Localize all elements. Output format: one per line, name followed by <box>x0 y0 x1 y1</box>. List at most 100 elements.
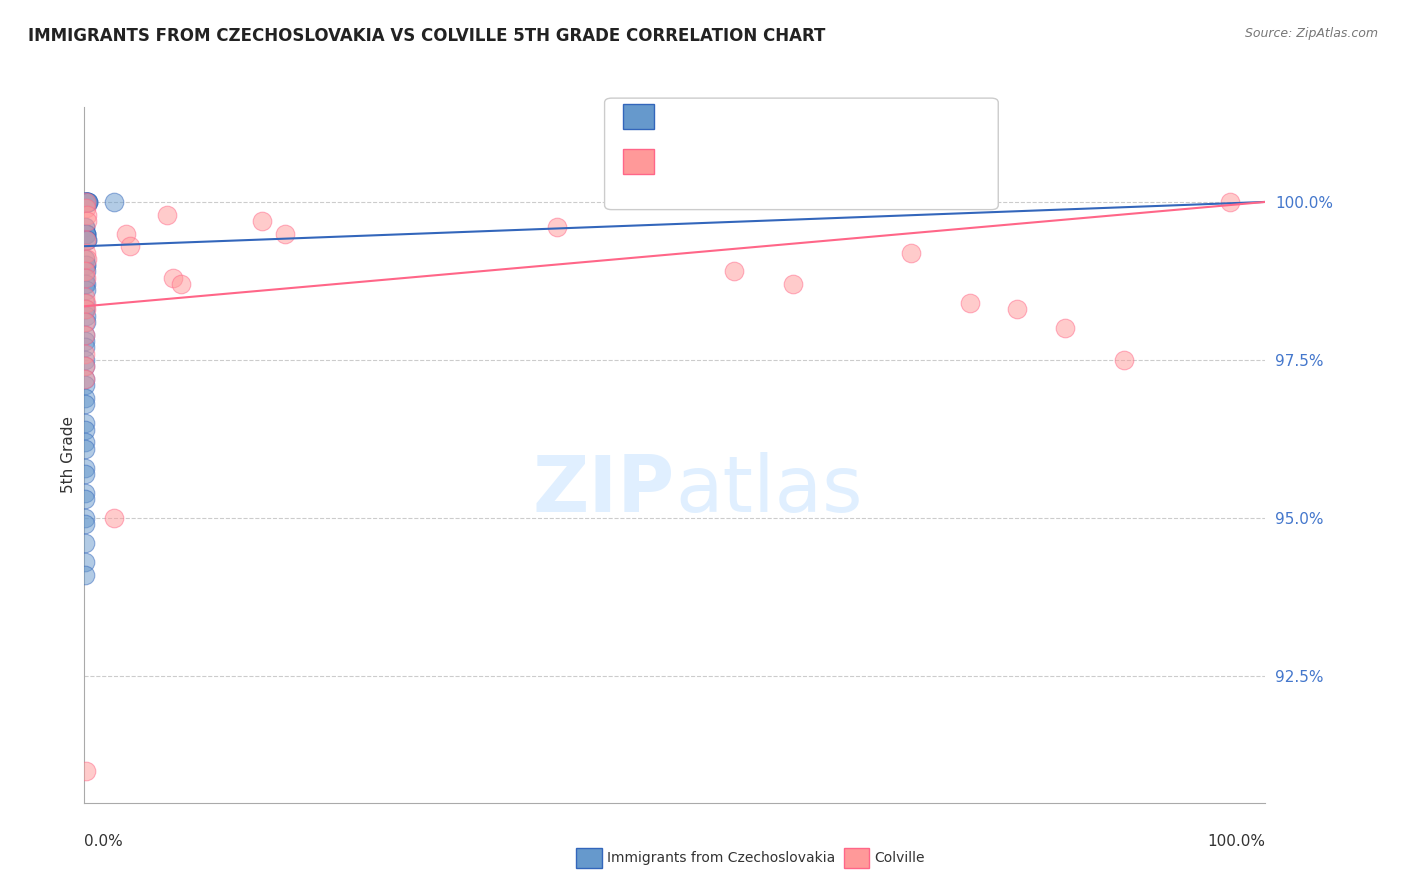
Text: Source: ZipAtlas.com: Source: ZipAtlas.com <box>1244 27 1378 40</box>
Point <box>75 201 97 215</box>
Point <box>76 252 98 266</box>
Text: 66: 66 <box>804 115 827 133</box>
Point <box>75 252 97 266</box>
Point <box>75 467 97 481</box>
Text: atlas: atlas <box>675 451 862 528</box>
Point <box>73 511 96 525</box>
Point <box>170 277 193 292</box>
Point <box>103 194 125 209</box>
Text: 35: 35 <box>804 160 827 178</box>
Point <box>73 347 96 361</box>
Text: 0.0%: 0.0% <box>84 834 124 849</box>
Point <box>73 460 96 475</box>
Point <box>75 359 97 374</box>
Point <box>75 227 97 241</box>
Point <box>73 296 96 310</box>
Point <box>1007 302 1029 317</box>
Point <box>75 258 97 272</box>
Point <box>77 194 100 209</box>
Text: R =: R = <box>664 160 700 178</box>
Text: 0.321: 0.321 <box>700 160 752 178</box>
Point <box>75 442 97 456</box>
Point <box>76 194 98 209</box>
Text: N =: N = <box>766 160 803 178</box>
Point <box>274 227 297 241</box>
Point <box>75 302 97 317</box>
Point <box>76 194 98 209</box>
Point <box>76 302 98 317</box>
Point <box>75 194 97 209</box>
Point <box>76 194 98 209</box>
Text: 0.442: 0.442 <box>700 115 754 133</box>
Point <box>73 397 96 411</box>
Point <box>75 227 97 241</box>
Point <box>73 220 96 235</box>
Point <box>73 391 96 405</box>
Point <box>73 327 96 342</box>
Point <box>75 327 97 342</box>
Point <box>75 277 97 292</box>
Point <box>75 194 97 209</box>
Text: N =: N = <box>766 115 803 133</box>
Point <box>75 309 97 323</box>
Point <box>120 239 142 253</box>
Point <box>75 423 97 437</box>
Point <box>73 270 96 285</box>
Point <box>1053 321 1076 335</box>
Point <box>75 315 97 329</box>
Point <box>75 194 97 209</box>
Point <box>75 194 97 209</box>
Point <box>76 245 98 260</box>
Point <box>75 340 97 354</box>
Point <box>75 194 97 209</box>
Point <box>782 277 804 292</box>
Point <box>75 378 97 392</box>
Text: IMMIGRANTS FROM CZECHOSLOVAKIA VS COLVILLE 5TH GRADE CORRELATION CHART: IMMIGRANTS FROM CZECHOSLOVAKIA VS COLVIL… <box>28 27 825 45</box>
Point <box>73 417 96 431</box>
Point <box>75 492 97 507</box>
Point <box>76 194 98 209</box>
Point <box>75 284 97 298</box>
Point <box>900 245 922 260</box>
Point <box>75 220 97 235</box>
Point <box>75 764 97 779</box>
Point <box>73 334 96 348</box>
Point <box>1219 194 1241 209</box>
Point <box>75 233 97 247</box>
Point <box>73 435 96 450</box>
Point <box>73 359 96 374</box>
Point <box>76 194 98 209</box>
Point <box>73 556 96 570</box>
Point <box>75 277 97 292</box>
Point <box>73 302 96 317</box>
Point <box>73 486 96 500</box>
Point <box>75 296 97 310</box>
Y-axis label: 5th Grade: 5th Grade <box>60 417 76 493</box>
Point <box>76 233 98 247</box>
Point <box>75 517 97 532</box>
Text: Immigrants from Czechoslovakia: Immigrants from Czechoslovakia <box>607 851 835 865</box>
Point <box>1112 353 1135 368</box>
Point <box>73 536 96 550</box>
Point <box>723 264 745 278</box>
Point <box>250 214 273 228</box>
Point <box>75 270 97 285</box>
Point <box>75 290 97 304</box>
Point <box>73 194 96 209</box>
Text: R =: R = <box>664 115 700 133</box>
Text: 100.0%: 100.0% <box>1208 834 1265 849</box>
Point <box>73 353 96 368</box>
Point <box>156 208 179 222</box>
Point <box>73 315 96 329</box>
Point <box>546 220 568 235</box>
Point <box>959 296 981 310</box>
Text: ZIP: ZIP <box>533 451 675 528</box>
Point <box>75 194 97 209</box>
Point <box>75 227 97 241</box>
Point <box>76 214 98 228</box>
Point <box>73 372 96 386</box>
Point <box>76 208 98 222</box>
Text: Colville: Colville <box>875 851 925 865</box>
Point <box>75 264 97 278</box>
Point <box>76 227 98 241</box>
